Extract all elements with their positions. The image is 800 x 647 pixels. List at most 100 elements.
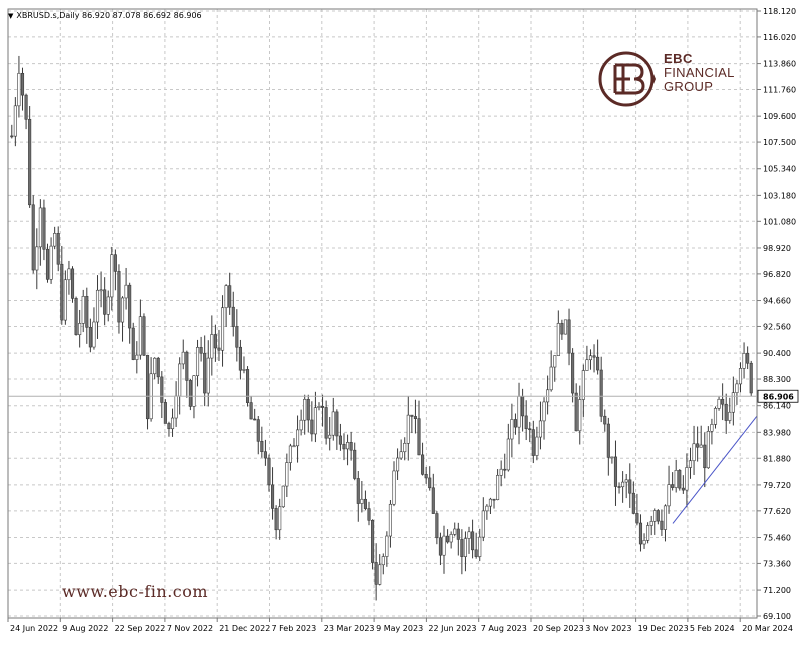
candle-body xyxy=(285,462,289,487)
candle-body xyxy=(278,506,282,531)
candle-body xyxy=(267,457,271,486)
candle-body xyxy=(435,513,439,539)
candle-body xyxy=(217,347,221,351)
candle-body xyxy=(667,484,671,507)
candle-body xyxy=(403,442,407,453)
candle-body xyxy=(549,366,553,391)
candle-body xyxy=(310,419,314,435)
candle-body xyxy=(199,347,203,354)
symbol-header: ▼ XBRUSD.s,Daily 86.920 87.078 86.692 86.… xyxy=(8,11,202,20)
grid xyxy=(7,9,757,618)
candle-body xyxy=(678,470,682,489)
candle-body xyxy=(367,508,371,521)
support-trendline[interactable] xyxy=(672,415,758,524)
candle-body xyxy=(510,419,514,440)
candle-body xyxy=(110,254,114,298)
candle-body xyxy=(220,307,225,351)
x-tick-label: 20 Mar 2024 xyxy=(742,624,793,633)
candle-body xyxy=(95,289,100,323)
candle-body xyxy=(560,323,564,335)
candle-body xyxy=(135,354,139,360)
candle-body xyxy=(696,443,700,448)
candle-body xyxy=(328,434,332,439)
candle-body xyxy=(399,451,403,459)
y-tick-label: 111.760 xyxy=(763,85,796,94)
candle-body xyxy=(388,503,392,537)
candle-body xyxy=(163,402,167,424)
candle-body xyxy=(60,263,64,321)
y-tick-label: 71.200 xyxy=(763,586,791,595)
candle-body xyxy=(628,479,632,494)
candle-body xyxy=(574,392,578,432)
dropdown-triangle-icon[interactable]: ▼ xyxy=(8,12,14,20)
current-price-label: 86.906 xyxy=(763,393,794,402)
website-watermark: www.ebc-fin.com xyxy=(62,582,209,601)
candle-body xyxy=(603,415,607,425)
candle-body xyxy=(20,72,25,96)
trendline[interactable] xyxy=(672,415,758,524)
candle-body xyxy=(231,306,235,327)
candle-body xyxy=(460,539,464,557)
candle-body xyxy=(456,528,460,540)
candle-body xyxy=(317,406,321,408)
candle-body xyxy=(481,510,485,538)
candle-body xyxy=(513,419,518,428)
candle-body xyxy=(210,334,214,359)
candle-body xyxy=(671,484,675,488)
candle-body xyxy=(746,353,750,364)
candle-body xyxy=(192,375,196,407)
candle-body xyxy=(313,407,317,435)
x-tick-label: 24 Jun 2022 xyxy=(10,624,58,633)
candle-body xyxy=(467,531,471,539)
candle-body xyxy=(631,492,635,514)
candle-body xyxy=(581,370,585,400)
candle-body xyxy=(406,414,410,444)
candle-body xyxy=(42,207,46,250)
candle-body xyxy=(117,271,121,323)
candle-body xyxy=(206,357,210,394)
x-tick-label: 21 Dec 2022 xyxy=(219,624,270,633)
candle-body xyxy=(24,94,28,120)
logo-line-3: GROUP xyxy=(664,79,714,94)
candle-body xyxy=(242,369,246,371)
symbol-line: XBRUSD.s,Daily 86.920 87.078 86.692 86.9… xyxy=(16,11,202,20)
candle-body xyxy=(703,444,707,469)
candle-body xyxy=(485,505,489,512)
candle-body xyxy=(85,296,89,328)
candle-body xyxy=(195,347,200,377)
candle-body xyxy=(385,535,389,557)
ebc-logo-icon xyxy=(598,51,656,107)
candle-body xyxy=(306,398,310,421)
candle-body xyxy=(224,285,228,309)
candle-body xyxy=(463,538,467,557)
candle-body xyxy=(238,346,242,371)
candle-body xyxy=(599,369,603,417)
candle-body xyxy=(563,319,568,335)
y-tick-label: 83.980 xyxy=(763,428,791,437)
candle-body xyxy=(503,468,507,471)
candle-body xyxy=(488,498,492,507)
candle-body xyxy=(256,419,260,442)
candle-body xyxy=(153,357,157,375)
x-axis: 24 Jun 2022 9 Aug 2022 22 Sep 2022 7 Nov 20… xyxy=(7,618,793,633)
candle-body xyxy=(78,323,82,336)
candle-body xyxy=(181,351,185,365)
candle-body xyxy=(128,284,132,329)
candle-body xyxy=(38,207,42,248)
y-tick-label: 94.660 xyxy=(763,297,791,306)
candle-body xyxy=(471,531,475,551)
x-tick-label: 20 Sep 2023 xyxy=(533,624,584,633)
candle-body xyxy=(342,443,346,450)
candle-body xyxy=(438,537,442,556)
current-price-marker: 86.906 xyxy=(8,389,799,403)
candle-body xyxy=(738,368,743,385)
candle-body xyxy=(421,454,425,475)
candle-body xyxy=(617,486,621,488)
candle-body xyxy=(535,436,539,456)
candle-body xyxy=(610,456,614,459)
candle-body xyxy=(585,359,589,371)
candle-body xyxy=(624,479,628,483)
candle-body xyxy=(374,562,378,585)
logo-line-1: EBC xyxy=(664,51,693,66)
